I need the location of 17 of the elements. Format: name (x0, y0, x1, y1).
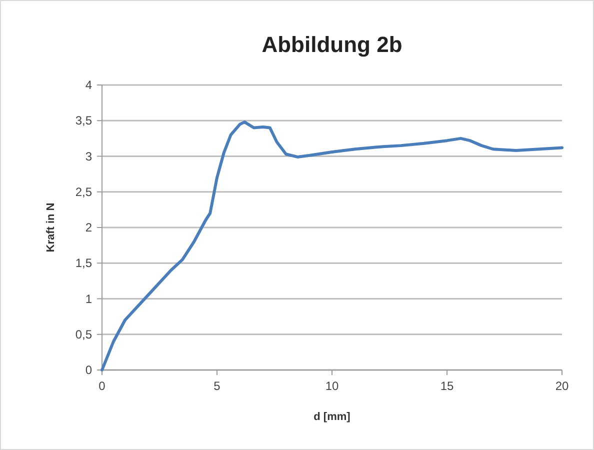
x-tick-label: 5 (214, 379, 221, 393)
y-tick-label: 0,5 (75, 327, 92, 342)
x-tick-label: 10 (325, 379, 339, 393)
y-tick-label: 3,5 (75, 114, 92, 128)
y-tick-label: 0 (85, 363, 92, 377)
y-tick-label: 2,5 (75, 184, 92, 199)
x-tick-label: 15 (440, 379, 454, 393)
x-axis-title: d [mm] (314, 411, 351, 423)
x-tick-label: 0 (98, 379, 106, 393)
y-tick-label: 1 (85, 292, 92, 306)
y-tick-label: 1,5 (75, 256, 92, 270)
y-tick-label: 4 (85, 78, 92, 92)
chart-title: Abbildung 2b (262, 32, 402, 57)
y-tick-label: 3 (85, 149, 92, 164)
y-axis-title: Kraft in N (45, 202, 57, 252)
x-tick-label: 20 (555, 379, 569, 393)
y-tick-label: 2 (85, 220, 92, 234)
